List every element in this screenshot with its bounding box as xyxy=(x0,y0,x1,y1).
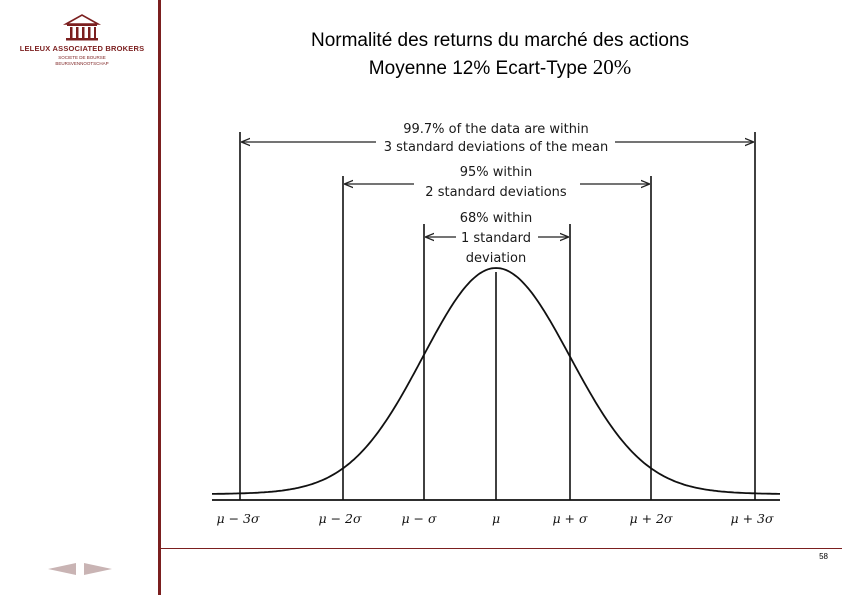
logo-subtitle-nl: BEURSVENNOOTSCHAP xyxy=(55,61,109,66)
axis-label-minus-1sd: μ − σ xyxy=(401,511,437,526)
annotation-1sd-line2: 1 standard xyxy=(461,231,531,246)
axis-label-plus-2sd: μ + 2σ xyxy=(629,511,672,526)
annotation-2sd-line2: 2 standard deviations xyxy=(425,185,567,200)
arrow-left-icon[interactable] xyxy=(48,563,76,575)
axis-label-plus-3sd: μ + 3σ xyxy=(730,511,773,526)
logo-brand-text: LELEUX ASSOCIATED BROKERS xyxy=(19,44,145,53)
title-line-2-text: Moyenne 12% Ecart-Type xyxy=(368,58,593,79)
company-logo: LELEUX ASSOCIATED BROKERS SOCIETE DE BOU… xyxy=(14,12,150,72)
page-number: 58 xyxy=(819,552,828,561)
footer-divider xyxy=(160,548,842,549)
logo-subtitle-fr: SOCIETE DE BOURSE xyxy=(58,55,106,60)
bell-curve xyxy=(212,267,780,495)
normal-distribution-diagram: 99.7% of the data are within 3 standard … xyxy=(200,104,790,534)
axis-label-plus-1sd: μ + σ xyxy=(552,511,588,526)
title-std-value: 20% xyxy=(592,55,632,79)
annotation-1sd-line3: deviation xyxy=(466,251,526,266)
annotation-3sd-line2: 3 standard deviations of the mean xyxy=(384,140,609,155)
slide-title: Normalité des returns du marché des acti… xyxy=(170,28,830,82)
axis-label-minus-2sd: μ − 2σ xyxy=(318,511,361,526)
distribution-svg: 99.7% of the data are within 3 standard … xyxy=(212,122,780,526)
title-line-1: Normalité des returns du marché des acti… xyxy=(310,30,690,51)
axis-label-mean: μ xyxy=(492,511,500,526)
sidebar-divider xyxy=(158,0,161,595)
axis-label-minus-3sd: μ − 3σ xyxy=(216,511,259,526)
annotation-1sd-line1: 68% within xyxy=(460,211,532,226)
building-columns-icon xyxy=(62,14,102,41)
arrow-right-icon[interactable] xyxy=(84,563,112,575)
title-line-2: Moyenne 12% Ecart-Type 20% xyxy=(170,54,830,82)
annotation-2sd-line1: 95% within xyxy=(460,165,532,180)
annotation-3sd-line1: 99.7% of the data are within xyxy=(403,122,589,137)
